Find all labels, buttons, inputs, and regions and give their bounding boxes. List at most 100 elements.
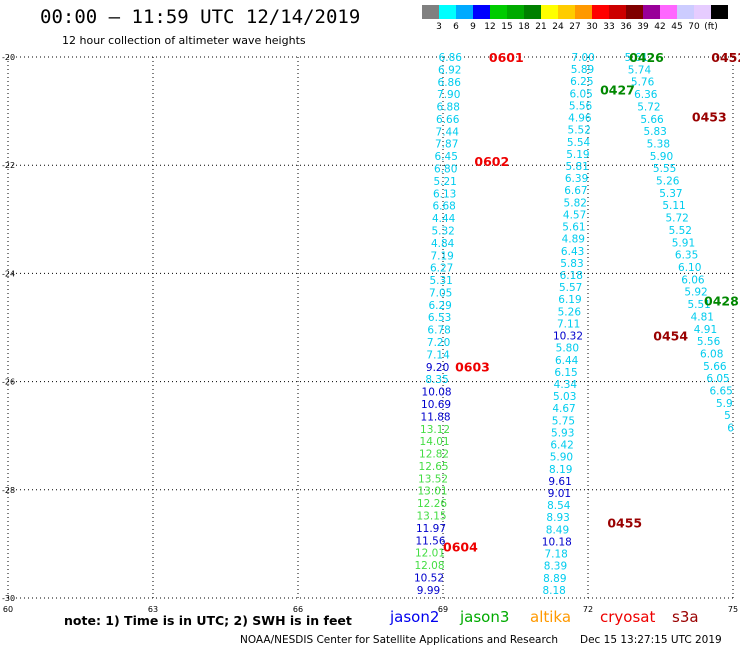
scale-swatch bbox=[473, 5, 490, 19]
legend-item-jason2: jason2 bbox=[390, 608, 440, 626]
swh-value: 6.43 bbox=[561, 246, 584, 258]
swh-value: 6.86 bbox=[438, 77, 462, 89]
scale-label: 27 bbox=[569, 22, 581, 32]
swh-value: 5.74 bbox=[628, 64, 652, 76]
swh-value: 12.82 bbox=[419, 449, 449, 461]
swh-value: 6.06 bbox=[681, 274, 705, 286]
swh-value: 6.05 bbox=[569, 88, 592, 100]
pass-time-label: 0603 bbox=[455, 359, 490, 374]
swh-value: 6.36 bbox=[634, 89, 658, 101]
scale-label: 70 bbox=[688, 22, 700, 32]
lon-tick-label: 60 bbox=[3, 605, 13, 614]
swh-value: 7.00 bbox=[571, 52, 594, 64]
swh-value: 5.66 bbox=[703, 361, 727, 373]
lon-tick-label: 63 bbox=[148, 605, 158, 614]
lon-tick-label: 72 bbox=[583, 605, 593, 614]
swh-value: 12.26 bbox=[417, 498, 447, 510]
scale-label: 18 bbox=[518, 22, 530, 32]
swh-value: 5.19 bbox=[566, 149, 589, 161]
swh-value: 8.35 bbox=[425, 374, 448, 386]
swh-value: 6.44 bbox=[555, 355, 579, 367]
swh-value: 5.21 bbox=[433, 176, 456, 188]
swh-value: 5.89 bbox=[571, 64, 594, 76]
swh-value: 13.15 bbox=[417, 511, 447, 523]
swh-value: 6.18 bbox=[560, 270, 583, 282]
swh-value: 9.61 bbox=[548, 476, 571, 488]
swh-value: 5.90 bbox=[650, 151, 673, 163]
color-scale-swatches bbox=[422, 5, 728, 20]
swh-value: 7.14 bbox=[426, 349, 450, 361]
swh-value: 11.88 bbox=[421, 411, 451, 423]
pass-time-label: 0601 bbox=[489, 50, 524, 65]
swh-value: 10.32 bbox=[553, 331, 583, 343]
swh-value: 6.53 bbox=[428, 312, 451, 324]
swh-value: 7.19 bbox=[430, 250, 453, 262]
swh-value: 6.15 bbox=[554, 367, 577, 379]
scale-label: 6 bbox=[453, 22, 459, 32]
swh-value: 4.96 bbox=[568, 113, 592, 125]
swh-value: 12.08 bbox=[414, 560, 444, 572]
swh-value: 5.91 bbox=[672, 237, 695, 249]
swh-value: 14.01 bbox=[420, 436, 450, 448]
swh-value: 7.18 bbox=[544, 549, 567, 561]
lat-tick-label: -22 bbox=[2, 161, 15, 170]
scale-label: 36 bbox=[620, 22, 632, 32]
lon-tick-label: 66 bbox=[293, 605, 303, 614]
lat-tick-label: -26 bbox=[2, 378, 15, 387]
swh-value: 5.56 bbox=[697, 336, 721, 348]
scale-swatch bbox=[541, 5, 558, 19]
legend-item-cryosat: cryosat bbox=[600, 608, 656, 626]
scale-swatch bbox=[660, 5, 677, 19]
swh-value: 5.56 bbox=[569, 100, 593, 112]
swh-value: 6.66 bbox=[436, 114, 460, 126]
pass-time-label: 0454 bbox=[653, 329, 688, 344]
scale-swatch bbox=[694, 5, 711, 19]
swh-value: 6.08 bbox=[700, 348, 723, 360]
swh-value: 10.52 bbox=[414, 572, 444, 584]
swh-value: 5.37 bbox=[659, 188, 682, 200]
swh-value: 7.11 bbox=[557, 318, 580, 330]
swh-value: 11.97 bbox=[416, 523, 446, 535]
swh-value: 5.32 bbox=[431, 225, 454, 237]
page-subtitle: 12 hour collection of altimeter wave hei… bbox=[62, 34, 306, 47]
swh-value: 8.93 bbox=[546, 512, 569, 524]
swh-value: 4.44 bbox=[432, 213, 456, 225]
swh-value: 10.69 bbox=[421, 399, 451, 411]
swh-value: 12.65 bbox=[419, 461, 449, 473]
swh-value: 10.18 bbox=[542, 536, 572, 548]
scale-label: 12 bbox=[484, 22, 496, 32]
swh-value: 5.9 bbox=[716, 398, 733, 410]
swh-value: 4.84 bbox=[431, 238, 455, 250]
swh-value: 6.92 bbox=[438, 64, 461, 76]
lon-tick-label: 75 bbox=[728, 605, 738, 614]
swh-value: 8.19 bbox=[549, 464, 572, 476]
legend-item-jason3: jason3 bbox=[460, 608, 510, 626]
page-title: 00:00 – 11:59 UTC 12/14/2019 bbox=[40, 6, 361, 28]
swh-value: 6.42 bbox=[550, 440, 573, 452]
pass-time-label: 0602 bbox=[474, 154, 509, 169]
swh-value: 5.54 bbox=[567, 137, 591, 149]
swh-value: 5.52 bbox=[568, 125, 591, 137]
swh-value: 6.10 bbox=[678, 262, 701, 274]
pass-time-label: 0452 bbox=[711, 50, 740, 65]
pass-time-label: 0427 bbox=[600, 82, 635, 97]
color-scale-labels: 3 6 9 12 15 18 21 24 27 30 33 36 39 42 45 70 (ft) bbox=[422, 22, 728, 34]
scale-swatch bbox=[677, 5, 694, 19]
swh-value: 5.93 bbox=[551, 427, 574, 439]
swh-value: 12.01 bbox=[415, 548, 445, 560]
swh-value: 5.72 bbox=[637, 101, 660, 113]
scale-swatch bbox=[507, 5, 524, 19]
swh-value: 6.67 bbox=[564, 185, 587, 197]
lon-tick-label: 69 bbox=[438, 605, 448, 614]
swh-value: 5.83 bbox=[643, 126, 666, 138]
scale-swatch bbox=[575, 5, 592, 19]
swh-value: 5.57 bbox=[559, 282, 582, 294]
lat-tick-label: -24 bbox=[2, 269, 15, 278]
swh-value: 6.86 bbox=[439, 52, 463, 64]
scale-swatch bbox=[422, 5, 439, 19]
wave-height-color-scale: 3 6 9 12 15 18 21 24 27 30 33 36 39 42 45 70 (ft) bbox=[422, 5, 728, 35]
swh-value: 5.82 bbox=[564, 197, 587, 209]
scale-label: (ft) bbox=[704, 22, 718, 32]
scale-swatch bbox=[711, 5, 728, 19]
